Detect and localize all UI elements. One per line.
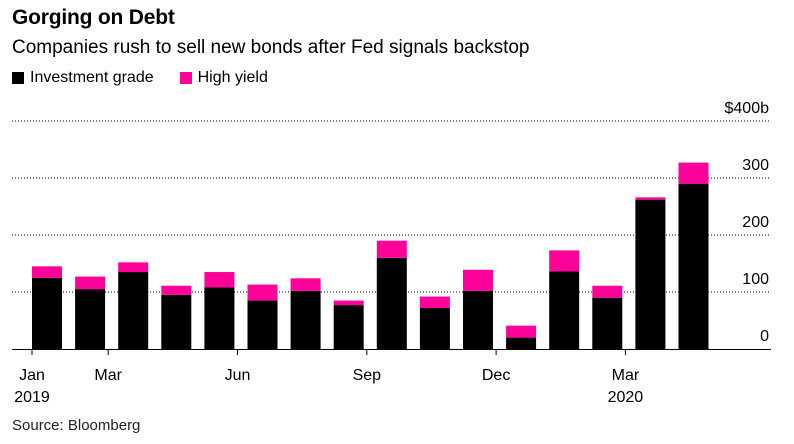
y-tick-label-0: 0 xyxy=(760,328,769,345)
bar-high-yield xyxy=(333,300,364,306)
bar-investment-grade xyxy=(376,257,407,349)
bar-investment-grade xyxy=(75,289,106,349)
bar-investment-grade xyxy=(247,300,278,349)
bar-investment-grade xyxy=(204,287,235,349)
chart-title: Gorging on Debt xyxy=(12,6,175,29)
bar-high-yield xyxy=(204,272,235,288)
bar-high-yield xyxy=(506,325,537,338)
bar-high-yield xyxy=(161,285,192,295)
bars xyxy=(32,162,709,349)
bar-investment-grade xyxy=(592,297,623,349)
x-tick-label: Sep xyxy=(353,367,382,384)
bar-high-yield xyxy=(678,162,709,184)
legend-label-investment-grade: Investment grade xyxy=(30,69,154,86)
x-tick-label: Jun xyxy=(225,367,251,384)
bar-investment-grade xyxy=(290,290,321,349)
bar-investment-grade xyxy=(635,199,666,349)
x-tick-year-label: 2019 xyxy=(14,389,50,406)
source-note: Source: Bloomberg xyxy=(12,417,141,434)
bar-high-yield xyxy=(463,269,493,291)
legend-swatch-investment-grade xyxy=(12,72,24,84)
bar-high-yield xyxy=(75,276,106,290)
x-tick-label: Dec xyxy=(482,367,510,384)
x-tick-label: Jan xyxy=(19,367,45,384)
legend-item-investment-grade: Investment grade xyxy=(12,69,154,87)
bar-investment-grade xyxy=(333,305,364,349)
bar-high-yield xyxy=(592,285,623,298)
bar-high-yield xyxy=(32,266,62,278)
bar-high-yield xyxy=(247,284,278,301)
bar-investment-grade xyxy=(549,271,580,349)
bar-investment-grade xyxy=(463,290,493,349)
bar-investment-grade xyxy=(118,272,149,349)
bar-investment-grade xyxy=(161,294,192,349)
bar-high-yield xyxy=(419,296,450,308)
bar-high-yield xyxy=(290,278,321,291)
x-tick-label: Mar xyxy=(612,367,640,384)
y-tick-label-400: $400b xyxy=(725,100,770,117)
y-axis-labels: 0 100 200 300 $400b xyxy=(725,100,770,345)
x-tick-year-label: 2020 xyxy=(608,389,644,406)
chart-subtitle: Companies rush to sell new bonds after F… xyxy=(12,37,530,58)
bar-investment-grade xyxy=(419,307,450,349)
legend-item-high-yield: High yield xyxy=(179,69,268,87)
bar-investment-grade xyxy=(32,277,62,349)
y-tick-label-200: 200 xyxy=(742,214,769,231)
legend-swatch-high-yield xyxy=(179,72,192,84)
x-tick-label: Mar xyxy=(94,367,122,384)
y-tick-label-300: 300 xyxy=(742,157,769,174)
bar-high-yield xyxy=(635,197,666,200)
y-tick-label-100: 100 xyxy=(742,271,769,288)
x-axis: Jan 2019 Mar Jun Sep Dec Mar 2020 xyxy=(12,349,771,406)
bar-high-yield xyxy=(376,240,407,258)
bar-high-yield xyxy=(118,262,149,273)
bar-investment-grade xyxy=(678,183,709,349)
legend: Investment grade High yield xyxy=(12,69,294,87)
legend-label-high-yield: High yield xyxy=(197,69,268,86)
bar-high-yield xyxy=(549,250,580,272)
bar-investment-grade xyxy=(506,337,537,349)
